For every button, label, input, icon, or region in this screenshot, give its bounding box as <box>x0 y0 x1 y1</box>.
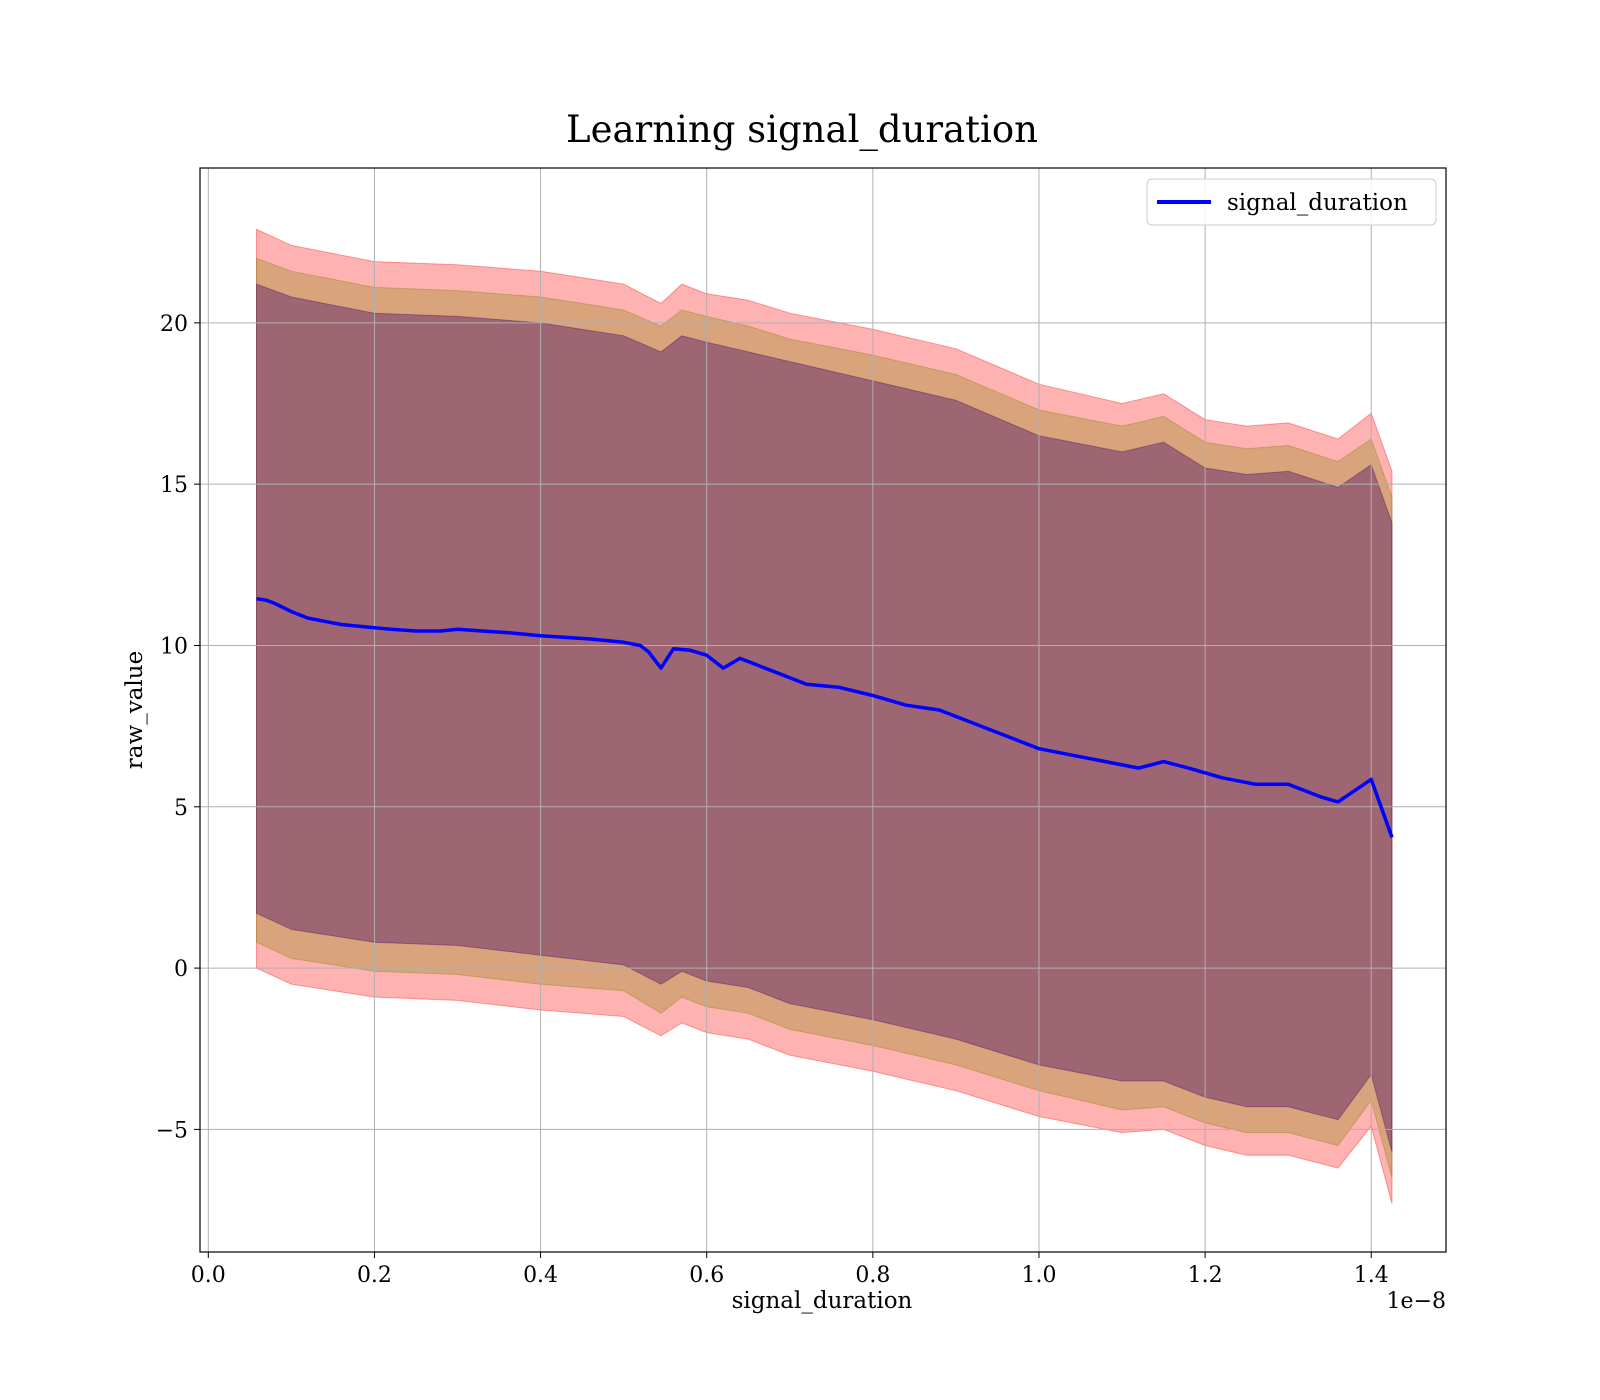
series-line-signal_duration <box>256 596 1394 838</box>
x-tick-label: 0.6 <box>689 1263 724 1288</box>
grid-lines <box>200 168 1446 1252</box>
series-lines <box>256 596 1394 838</box>
y-axis-label: raw_value <box>122 651 148 769</box>
y-tick-label: 10 <box>160 634 188 659</box>
x-tick-label: 1.4 <box>1354 1263 1389 1288</box>
plot-area <box>199 167 1447 1253</box>
x-tick-label: 0.0 <box>191 1263 226 1288</box>
y-tick-label: 20 <box>160 312 188 337</box>
x-tick-label: 1.2 <box>1188 1263 1223 1288</box>
y-tick-label: −5 <box>156 1118 188 1143</box>
legend-entry-label: signal_duration <box>1227 190 1408 216</box>
x-axis-offset-label: 1e−8 <box>1387 1289 1446 1314</box>
x-tick-label: 0.8 <box>855 1263 890 1288</box>
x-axis-label: signal_duration <box>732 1288 913 1314</box>
y-axis-ticks: −5 0 5 10 15 20 <box>156 312 200 1143</box>
legend: signal_duration <box>1146 178 1437 226</box>
x-tick-label: 0.4 <box>523 1263 558 1288</box>
y-tick-label: 5 <box>174 796 188 821</box>
x-tick-label: 0.2 <box>357 1263 392 1288</box>
legend-box <box>1146 178 1437 226</box>
y-tick-label: 15 <box>160 473 188 498</box>
x-axis-ticks: 0.0 0.2 0.4 0.6 0.8 1.0 1.2 1.4 <box>191 1252 1389 1288</box>
y-tick-label: 0 <box>174 957 188 982</box>
plot-frame <box>199 167 1447 1253</box>
x-tick-label: 1.0 <box>1021 1263 1056 1288</box>
chart-title: Learning signal_duration <box>566 108 1038 152</box>
